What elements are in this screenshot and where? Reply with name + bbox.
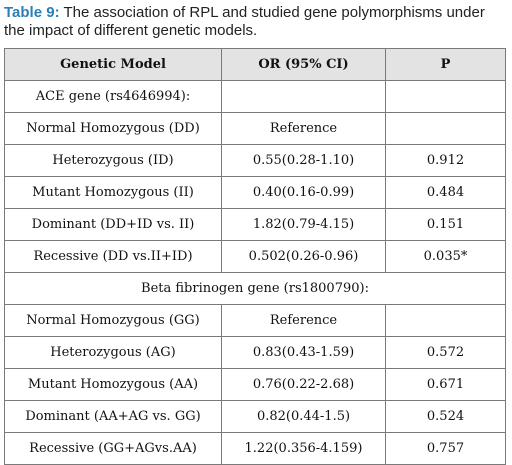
or-cell: 1.22(0.356-4.159) (221, 432, 386, 465)
caption-text: The association of RPL and studied gene … (4, 4, 485, 39)
p-cell: 0.912 (385, 144, 506, 177)
table-row: Heterozygous (ID) 0.55(0.28-1.10) 0.912 (4, 144, 506, 177)
model-cell: Dominant (DD+ID vs. II) (4, 208, 222, 241)
model-cell: Heterozygous (AG) (4, 336, 222, 369)
table-row: Recessive (GG+AGvs.AA) 1.22(0.356-4.159)… (4, 432, 506, 465)
or-cell: 0.502(0.26-0.96) (221, 240, 386, 273)
table-row: Dominant (DD+ID vs. II) 1.82(0.79-4.15) … (4, 208, 506, 241)
table-row: Heterozygous (AG) 0.83(0.43-1.59) 0.572 (4, 336, 506, 369)
model-cell: Recessive (DD vs.II+ID) (4, 240, 222, 273)
table-cell (385, 80, 506, 113)
results-table: Genetic Model OR (95% CI) P ACE gene (rs… (4, 48, 506, 465)
caption-label: Table 9: (4, 4, 60, 21)
or-cell: 0.83(0.43-1.59) (221, 336, 386, 369)
p-cell (385, 304, 506, 337)
table-row: Normal Homozygous (GG) Reference (4, 304, 506, 337)
section-row-beta-fibrinogen: Beta fibrinogen gene (rs1800790): (4, 272, 506, 305)
table-row: Mutant Homozygous (AA) 0.76(0.22-2.68) 0… (4, 368, 506, 401)
or-cell: 0.40(0.16-0.99) (221, 176, 386, 209)
section-title-ace: ACE gene (rs4646994): (4, 80, 222, 113)
table-row: Normal Homozygous (DD) Reference (4, 112, 506, 145)
section-row-ace: ACE gene (rs4646994): (4, 80, 506, 113)
header-genetic-model: Genetic Model (4, 48, 222, 81)
p-cell: 0.151 (385, 208, 506, 241)
p-cell: 0.035* (385, 240, 506, 273)
header-p: P (385, 48, 506, 81)
p-cell: 0.524 (385, 400, 506, 433)
section-title-beta-fibrinogen: Beta fibrinogen gene (rs1800790): (4, 272, 506, 305)
table-caption: Table 9: The association of RPL and stud… (4, 4, 508, 40)
p-cell: 0.757 (385, 432, 506, 465)
or-cell: 0.76(0.22-2.68) (221, 368, 386, 401)
or-cell: 0.55(0.28-1.10) (221, 144, 386, 177)
or-cell: Reference (221, 112, 386, 145)
p-cell: 0.484 (385, 176, 506, 209)
p-cell: 0.572 (385, 336, 506, 369)
table-row: Mutant Homozygous (II) 0.40(0.16-0.99) 0… (4, 176, 506, 209)
model-cell: Normal Homozygous (DD) (4, 112, 222, 145)
model-cell: Mutant Homozygous (II) (4, 176, 222, 209)
model-cell: Normal Homozygous (GG) (4, 304, 222, 337)
or-cell: Reference (221, 304, 386, 337)
p-cell (385, 112, 506, 145)
model-cell: Mutant Homozygous (AA) (4, 368, 222, 401)
p-cell: 0.671 (385, 368, 506, 401)
table-row: Dominant (AA+AG vs. GG) 0.82(0.44-1.5) 0… (4, 400, 506, 433)
model-cell: Heterozygous (ID) (4, 144, 222, 177)
table-cell (221, 80, 386, 113)
header-row: Genetic Model OR (95% CI) P (4, 48, 506, 81)
model-cell: Dominant (AA+AG vs. GG) (4, 400, 222, 433)
or-cell: 0.82(0.44-1.5) (221, 400, 386, 433)
table-row: Recessive (DD vs.II+ID) 0.502(0.26-0.96)… (4, 240, 506, 273)
header-or-ci: OR (95% CI) (221, 48, 386, 81)
or-cell: 1.82(0.79-4.15) (221, 208, 386, 241)
model-cell: Recessive (GG+AGvs.AA) (4, 432, 222, 465)
